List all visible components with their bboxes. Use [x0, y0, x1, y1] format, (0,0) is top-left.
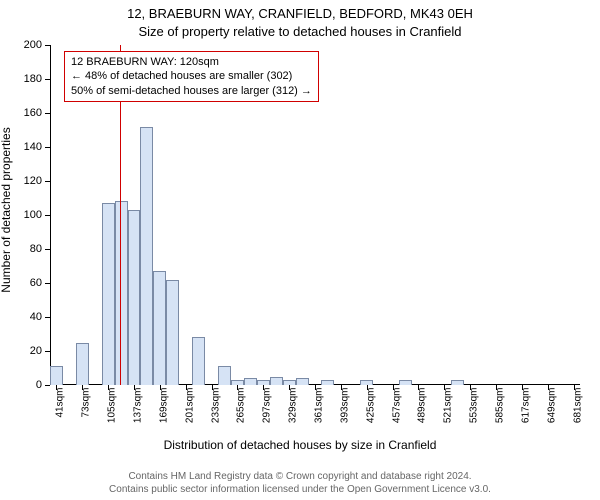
annotation-line: 12 BRAEBURN WAY: 120sqm: [71, 55, 312, 69]
x-tick-label: 137sqm: [133, 388, 144, 424]
y-tick: [45, 113, 50, 114]
footer-attribution: Contains HM Land Registry data © Crown c…: [0, 470, 600, 496]
annotation-line: ← 48% of detached houses are smaller (30…: [71, 69, 312, 83]
footer-line2: Contains public sector information licen…: [0, 483, 600, 496]
y-tick-label: 20: [30, 345, 42, 357]
y-tick: [45, 181, 50, 182]
chart-root: 12, BRAEBURN WAY, CRANFIELD, BEDFORD, MK…: [0, 0, 600, 500]
annotation-line: 50% of semi-detached houses are larger (…: [71, 84, 312, 98]
y-tick: [45, 147, 50, 148]
histogram-bar: [50, 366, 63, 385]
x-tick-label: 521sqm: [443, 388, 454, 424]
y-tick-label: 100: [24, 209, 42, 221]
annotation-box: 12 BRAEBURN WAY: 120sqm← 48% of detached…: [64, 51, 319, 102]
x-tick-label: 489sqm: [417, 388, 428, 424]
x-tick-label: 617sqm: [520, 388, 531, 424]
chart-title-line1: 12, BRAEBURN WAY, CRANFIELD, BEDFORD, MK…: [0, 6, 600, 21]
x-tick-label: 393sqm: [339, 388, 350, 424]
y-tick-label: 0: [36, 379, 42, 391]
histogram-bar: [153, 271, 166, 385]
x-tick-label: 41sqm: [55, 388, 66, 418]
y-tick: [45, 317, 50, 318]
histogram-bar: [102, 203, 115, 385]
y-tick: [45, 215, 50, 216]
x-tick-label: 233sqm: [210, 388, 221, 424]
histogram-bar: [451, 380, 464, 385]
histogram-bar: [321, 380, 334, 385]
x-tick-label: 649sqm: [546, 388, 557, 424]
x-tick-label: 585sqm: [494, 388, 505, 424]
x-tick-label: 681sqm: [572, 388, 583, 424]
y-tick-label: 180: [24, 73, 42, 85]
histogram-bar: [192, 337, 205, 385]
chart-title-line2: Size of property relative to detached ho…: [0, 24, 600, 39]
y-tick: [45, 79, 50, 80]
x-tick-label: 105sqm: [107, 388, 118, 424]
y-tick: [45, 249, 50, 250]
x-tick-label: 457sqm: [391, 388, 402, 424]
y-axis-label: Number of detached properties: [0, 127, 13, 292]
y-tick: [45, 45, 50, 46]
histogram-bar: [166, 280, 179, 385]
x-tick-label: 265sqm: [236, 388, 247, 424]
y-tick-label: 160: [24, 107, 42, 119]
histogram-bar: [218, 366, 231, 385]
x-tick-label: 329sqm: [288, 388, 299, 424]
histogram-bar: [270, 377, 283, 386]
x-tick-label: 553sqm: [469, 388, 480, 424]
x-tick-label: 201sqm: [184, 388, 195, 424]
y-tick: [45, 283, 50, 284]
y-tick-label: 40: [30, 311, 42, 323]
y-tick-label: 200: [24, 39, 42, 51]
y-tick-label: 60: [30, 277, 42, 289]
y-tick: [45, 385, 50, 386]
plot-area: 02040608010012014016018020041sqm73sqm105…: [50, 45, 580, 385]
footer-line1: Contains HM Land Registry data © Crown c…: [0, 470, 600, 483]
x-tick-label: 297sqm: [262, 388, 273, 424]
histogram-bar: [296, 378, 309, 385]
x-axis-label: Distribution of detached houses by size …: [0, 438, 600, 452]
y-tick: [45, 351, 50, 352]
histogram-bar: [244, 378, 257, 385]
histogram-bar: [399, 380, 412, 385]
x-tick-label: 425sqm: [365, 388, 376, 424]
y-tick-label: 140: [24, 141, 42, 153]
y-tick-label: 80: [30, 243, 42, 255]
x-tick-label: 169sqm: [158, 388, 169, 424]
y-axis-line: [50, 45, 51, 385]
histogram-bar: [128, 210, 141, 385]
histogram-bar: [76, 343, 89, 386]
y-tick-label: 120: [24, 175, 42, 187]
histogram-bar: [140, 127, 153, 385]
x-tick-label: 361sqm: [314, 388, 325, 424]
x-tick-label: 73sqm: [81, 388, 92, 418]
